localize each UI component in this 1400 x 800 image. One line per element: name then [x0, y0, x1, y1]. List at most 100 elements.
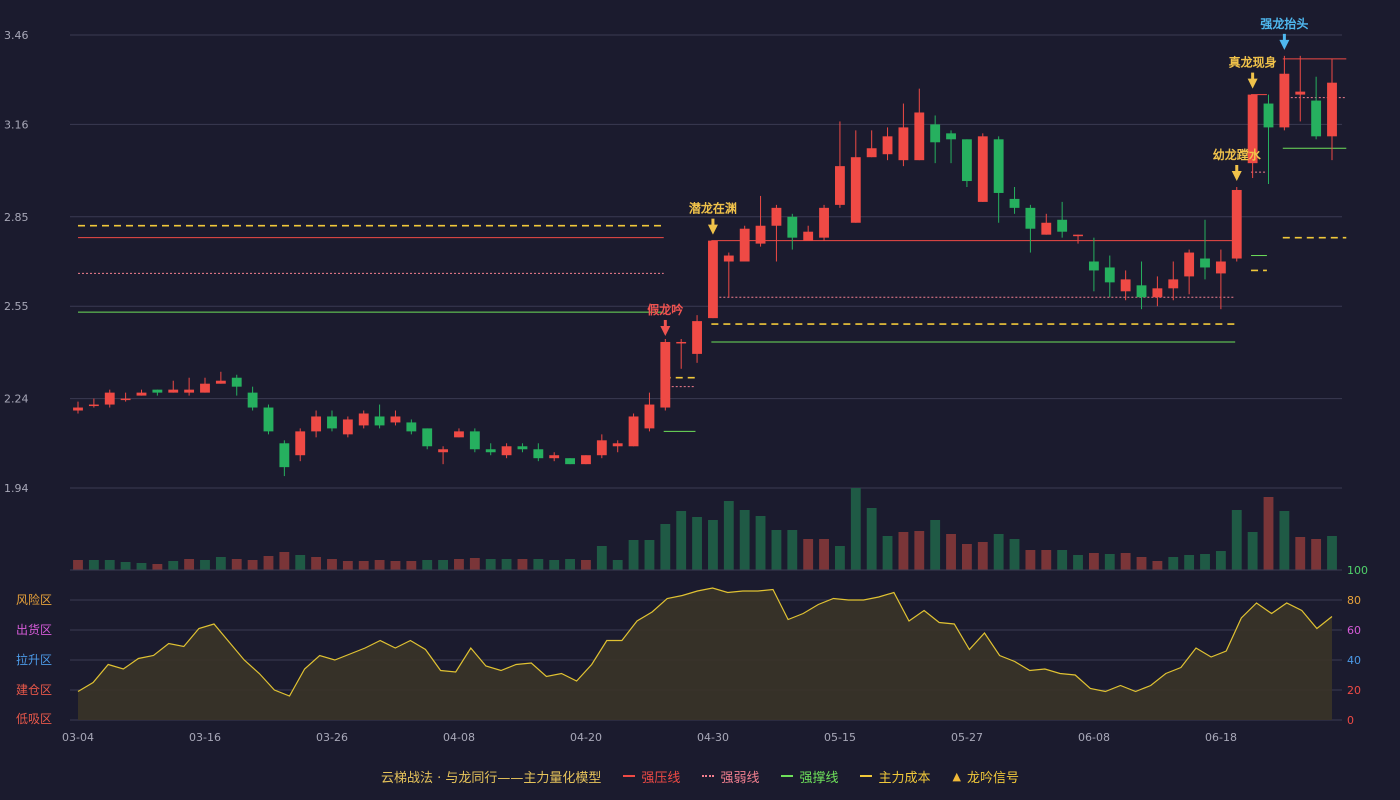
candle-body — [406, 422, 417, 432]
volume-bar — [342, 561, 353, 570]
signal-label: 强龙抬头 — [1260, 16, 1308, 31]
signal-label: 真龙现身 — [1229, 55, 1277, 70]
pressure-line-swatch — [623, 775, 636, 777]
candle-body — [104, 392, 115, 405]
date-tick-label: 06-08 — [1078, 731, 1110, 744]
volume-bar — [1168, 557, 1179, 570]
signal-triangle-icon: ▲ — [952, 769, 961, 783]
candle-body — [549, 455, 560, 459]
volume-bar — [565, 559, 575, 570]
candle-body — [739, 228, 750, 262]
candle-body — [120, 398, 131, 401]
signal-arrow-stem — [711, 218, 715, 226]
candle-body — [723, 255, 734, 262]
volume-bar — [739, 510, 750, 570]
volume-bar — [961, 544, 972, 570]
candle-body — [1168, 279, 1179, 289]
volume-bar — [200, 560, 210, 570]
candle-body — [88, 404, 99, 407]
volume-bar — [247, 560, 258, 570]
volume-bar — [692, 517, 702, 570]
candle-body — [374, 416, 385, 426]
candle-body — [946, 133, 956, 140]
legend-item-cost: 主力成本 — [860, 767, 930, 786]
volume-bar — [771, 530, 782, 570]
volume-bar — [1073, 555, 1083, 570]
candle-body — [1200, 258, 1210, 268]
candle-body — [612, 443, 623, 447]
candle-body — [850, 157, 861, 223]
osc-line — [77, 587, 1333, 697]
legend-item-signal: ▲ 龙吟信号 — [952, 767, 1018, 786]
candle-body — [485, 449, 496, 453]
candle-body — [152, 389, 163, 393]
candle-body — [469, 431, 480, 450]
candle-body — [247, 392, 258, 408]
zone-label: 建仓区 — [16, 683, 52, 697]
candle-body — [295, 431, 306, 456]
volume-bar — [1088, 553, 1099, 570]
osc-tick-label: 20 — [1347, 684, 1361, 697]
price-tick-label: 1.94 — [4, 482, 29, 495]
legend-label-weak: 强弱线 — [720, 770, 760, 786]
candle-body — [1025, 207, 1036, 229]
candle-body — [311, 416, 322, 432]
volume-bar — [73, 560, 83, 570]
candle-body — [454, 431, 464, 438]
volume-bar — [422, 560, 433, 570]
legend: 云梯战法 · 与龙同行——主力量化模型 强压线 强弱线 强撑线 主力成本 ▲ 龙… — [0, 762, 1400, 790]
legend-label-signal: 龙吟信号 — [966, 770, 1019, 786]
zone-label: 出货区 — [16, 622, 52, 637]
date-tick-label: 03-26 — [316, 731, 348, 744]
candle-body — [215, 380, 226, 384]
signal-arrow-icon — [660, 325, 671, 336]
osc-tick-label: 60 — [1347, 624, 1361, 637]
volume-bar — [358, 561, 369, 570]
date-tick-label: 05-15 — [824, 731, 856, 744]
volume-bar — [596, 546, 607, 570]
price-tick-label: 3.16 — [4, 118, 29, 131]
volume-bar — [1120, 553, 1131, 570]
price-tick-label: 2.24 — [4, 393, 29, 406]
volume-bar — [1009, 539, 1020, 570]
candle-body — [1279, 73, 1290, 128]
candle-body — [819, 207, 829, 238]
legend-model-label: 云梯战法 · 与龙同行——主力量化模型 — [381, 770, 602, 786]
candle-body — [835, 166, 845, 205]
volume-bar — [581, 560, 591, 570]
volume-bar — [628, 540, 639, 570]
candle-body — [803, 231, 814, 241]
volume-bar — [1295, 537, 1306, 570]
candle-body — [914, 112, 925, 161]
candle-body — [517, 446, 528, 450]
legend-model-title: 云梯战法 · 与龙同行——主力量化模型 — [381, 767, 601, 786]
volume-bar — [501, 559, 512, 570]
zone-label: 低吸区 — [16, 712, 52, 726]
candle-body — [628, 416, 639, 447]
volume-bar — [1327, 536, 1337, 570]
candle-body — [771, 207, 782, 226]
volume-bar — [930, 520, 941, 570]
candle-body — [1184, 252, 1195, 277]
volume-bar — [374, 560, 385, 570]
osc-area — [78, 588, 1332, 720]
date-tick-label: 04-20 — [570, 731, 602, 744]
volume-bar — [723, 501, 734, 570]
volume-bar — [279, 552, 290, 570]
volume-bar — [327, 559, 337, 570]
volume-bar — [1263, 497, 1274, 570]
volume-bar — [136, 563, 147, 570]
candle-body — [327, 416, 337, 429]
osc-tick-label: 40 — [1347, 654, 1361, 667]
volume-bar — [850, 488, 861, 570]
legend-label-pressure: 强压线 — [641, 770, 681, 786]
candle-body — [898, 127, 909, 161]
candle-body — [390, 416, 401, 423]
candle-body — [692, 321, 702, 354]
volume-bar — [104, 560, 115, 570]
candle-body — [200, 383, 210, 393]
signal-arrow-icon — [1231, 170, 1242, 181]
candle-body — [977, 136, 988, 202]
date-tick-label: 04-30 — [697, 731, 729, 744]
